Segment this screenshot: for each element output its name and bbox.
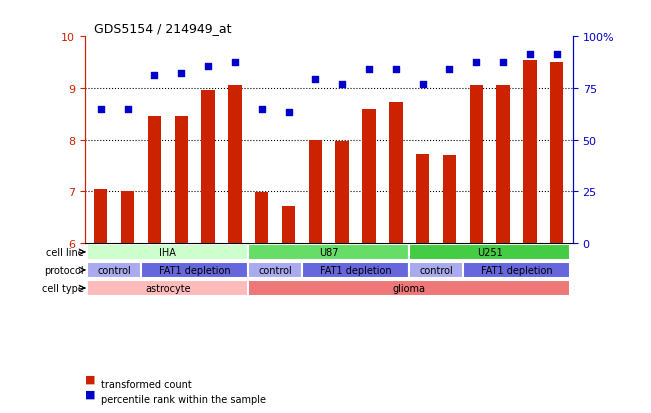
Bar: [121, 192, 134, 243]
Point: [310, 77, 320, 83]
Bar: [550, 63, 564, 243]
FancyBboxPatch shape: [87, 280, 248, 297]
Bar: [94, 189, 107, 243]
Bar: [282, 206, 295, 243]
FancyBboxPatch shape: [302, 262, 409, 278]
Point: [391, 66, 401, 73]
Bar: [416, 154, 430, 243]
FancyBboxPatch shape: [87, 262, 141, 278]
Point: [337, 82, 348, 88]
FancyBboxPatch shape: [248, 244, 409, 260]
Text: FAT1 depletion: FAT1 depletion: [320, 265, 391, 275]
Text: FAT1 depletion: FAT1 depletion: [480, 265, 552, 275]
Bar: [201, 91, 215, 243]
Bar: [363, 109, 376, 243]
FancyBboxPatch shape: [409, 262, 463, 278]
Text: cell line: cell line: [46, 247, 84, 257]
Text: astrocyte: astrocyte: [145, 283, 191, 293]
Point: [122, 106, 133, 113]
Text: cell type: cell type: [42, 283, 84, 293]
Text: GDS5154 / 214949_at: GDS5154 / 214949_at: [94, 21, 232, 35]
Text: control: control: [97, 265, 131, 275]
Point: [551, 52, 562, 59]
Text: ■: ■: [85, 389, 95, 399]
Point: [256, 106, 267, 113]
Bar: [523, 60, 536, 243]
Text: percentile rank within the sample: percentile rank within the sample: [101, 394, 266, 404]
Bar: [389, 103, 402, 243]
Bar: [255, 193, 268, 243]
Text: protocol: protocol: [44, 265, 84, 275]
FancyBboxPatch shape: [409, 244, 570, 260]
Bar: [309, 140, 322, 243]
FancyBboxPatch shape: [248, 262, 302, 278]
FancyBboxPatch shape: [248, 280, 570, 297]
Point: [283, 109, 294, 116]
Point: [498, 59, 508, 66]
Bar: [174, 117, 188, 243]
Text: glioma: glioma: [393, 283, 426, 293]
Text: transformed count: transformed count: [101, 379, 191, 389]
Text: control: control: [258, 265, 292, 275]
Point: [364, 66, 374, 73]
Point: [230, 59, 240, 66]
Point: [149, 73, 159, 79]
Point: [444, 66, 454, 73]
Bar: [335, 142, 349, 243]
Bar: [443, 156, 456, 243]
FancyBboxPatch shape: [463, 262, 570, 278]
Text: U251: U251: [477, 247, 503, 257]
Bar: [497, 86, 510, 243]
Point: [471, 59, 482, 66]
FancyBboxPatch shape: [87, 244, 248, 260]
Point: [203, 63, 214, 70]
Text: FAT1 depletion: FAT1 depletion: [159, 265, 230, 275]
Bar: [148, 117, 161, 243]
Point: [96, 106, 106, 113]
FancyBboxPatch shape: [141, 262, 248, 278]
Point: [417, 82, 428, 88]
Text: ■: ■: [85, 374, 95, 384]
Bar: [469, 86, 483, 243]
Point: [525, 52, 535, 59]
Text: control: control: [419, 265, 453, 275]
Text: IHA: IHA: [159, 247, 176, 257]
Bar: [228, 86, 242, 243]
Text: U87: U87: [319, 247, 339, 257]
Point: [176, 71, 186, 78]
